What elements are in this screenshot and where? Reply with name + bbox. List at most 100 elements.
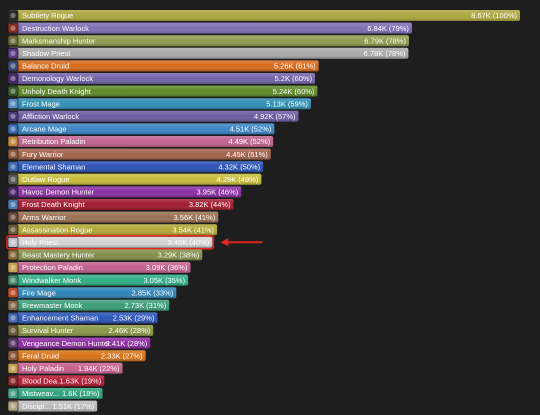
value-label: 5.13K (59%) [266, 99, 308, 108]
spec-icon [7, 22, 19, 34]
bar-shading [8, 236, 213, 248]
bar-shading [8, 325, 154, 336]
spec-icon [7, 85, 19, 97]
bar-shading [8, 337, 151, 349]
value-label: 3.95K (46%) [197, 188, 239, 197]
category-label: Fury Warrior [22, 150, 64, 159]
value-label: 3.54K (41%) [172, 225, 214, 234]
category-label: Beast Mastery Hunter [22, 251, 95, 260]
spec-icon [7, 274, 19, 286]
spec-icon-glyph [10, 378, 16, 384]
spec-icon-glyph [10, 38, 16, 44]
category-label: Feral Druid [22, 351, 59, 360]
bar-shading [8, 299, 170, 311]
bar-shading [8, 224, 218, 236]
category-label: Marksmanship Hunter [22, 36, 96, 45]
value-label: 5.26K (61%) [274, 62, 316, 71]
bar-shading [8, 400, 98, 412]
spec-icon [7, 262, 19, 273]
spec-icon [7, 388, 19, 399]
spec-icon-glyph [10, 25, 16, 31]
bar-shading [8, 85, 318, 97]
category-label: Protection Paladin [22, 263, 83, 272]
category-label: Holy Priest [22, 238, 59, 247]
category-label: Mistweav... [22, 389, 59, 398]
bar-shading [8, 73, 316, 84]
bar-shading [8, 312, 158, 324]
spec-icon [7, 337, 19, 349]
spec-icon-glyph [10, 227, 16, 233]
bar-shading [8, 199, 234, 210]
bar-shading [8, 388, 103, 399]
spec-icon [7, 111, 19, 122]
value-label: 2.46K (28%) [109, 326, 151, 335]
category-label: Elemental Shaman [22, 162, 85, 171]
spec-icon-glyph [10, 151, 16, 157]
spec-icon-glyph [10, 50, 16, 56]
value-label: 4.32K (50%) [218, 162, 260, 171]
value-label: 3.82K (44%) [189, 200, 231, 209]
spec-icon-glyph [10, 101, 16, 107]
value-label: 4.51K (52%) [230, 125, 272, 134]
spec-icon [7, 60, 19, 72]
value-label: 3.09K (36%) [146, 263, 188, 272]
spec-icon [7, 174, 19, 185]
category-label: Vengeance Demon Hunter [22, 339, 111, 348]
spec-icon [7, 199, 19, 210]
spec-icon-glyph [10, 75, 16, 82]
bar-shading [8, 173, 262, 185]
spec-icon [7, 350, 19, 362]
category-label: Discipl... [22, 402, 50, 411]
spec-icon [7, 186, 19, 198]
category-label: Unholy Death Knight [22, 87, 92, 96]
category-label: Fire Mage [22, 288, 56, 297]
bar-shading [8, 98, 311, 110]
category-label: Windwalker Monk [22, 276, 81, 285]
spec-icon [7, 148, 19, 160]
spec-icon [7, 224, 19, 235]
spec-icon [7, 136, 19, 147]
category-label: Havoc Demon Hunter [22, 188, 95, 197]
spec-icon-glyph [10, 302, 16, 308]
value-label: 2.73K (31%) [125, 301, 167, 310]
spec-icon [7, 362, 19, 374]
bar-shading [8, 148, 271, 160]
spec-icon-glyph [10, 390, 16, 397]
spec-icon-glyph [10, 365, 16, 371]
value-label: 2.85K (33%) [132, 288, 174, 297]
spec-icon-glyph [10, 239, 16, 245]
value-label: 6.78K (78%) [364, 49, 406, 58]
spec-icon-glyph [10, 164, 16, 170]
spec-icon-glyph [10, 189, 16, 195]
value-label: 5.24K (60%) [273, 87, 315, 96]
bar-shading [8, 161, 264, 173]
highlight-box [6, 235, 215, 250]
spec-icon-glyph [10, 113, 16, 119]
spec-icon [7, 400, 19, 412]
spec-icon-glyph [10, 12, 16, 19]
value-label: 2.53K (29%) [113, 314, 155, 323]
value-label: 3.05K (35%) [143, 276, 185, 285]
spec-icon [7, 287, 19, 299]
spec-icon-glyph [10, 88, 16, 94]
category-label: Arms Warrior [22, 213, 66, 222]
category-label: Outlaw Rogue [22, 175, 70, 184]
spec-icon-glyph [10, 63, 16, 69]
spec-icon-glyph [10, 138, 16, 145]
category-label: Shadow Priest [22, 49, 71, 58]
category-label: Destruction Warlock [22, 24, 89, 33]
bar-shading [8, 22, 412, 34]
bar-shading [8, 362, 123, 374]
category-label: Frost Mage [22, 99, 60, 108]
value-label: 1.63K (19%) [60, 377, 102, 386]
category-label: Subtlety Rogue [22, 11, 73, 20]
value-label: 6.84K (79%) [367, 24, 409, 33]
value-label: 5.2K (60%) [275, 74, 313, 83]
spec-icon [7, 312, 19, 324]
category-label: Retribution Paladin [22, 137, 85, 146]
spec-icon [7, 299, 19, 311]
spec-icon-glyph [10, 315, 16, 321]
spec-icon-glyph [10, 353, 16, 359]
bar-shading [8, 47, 409, 59]
